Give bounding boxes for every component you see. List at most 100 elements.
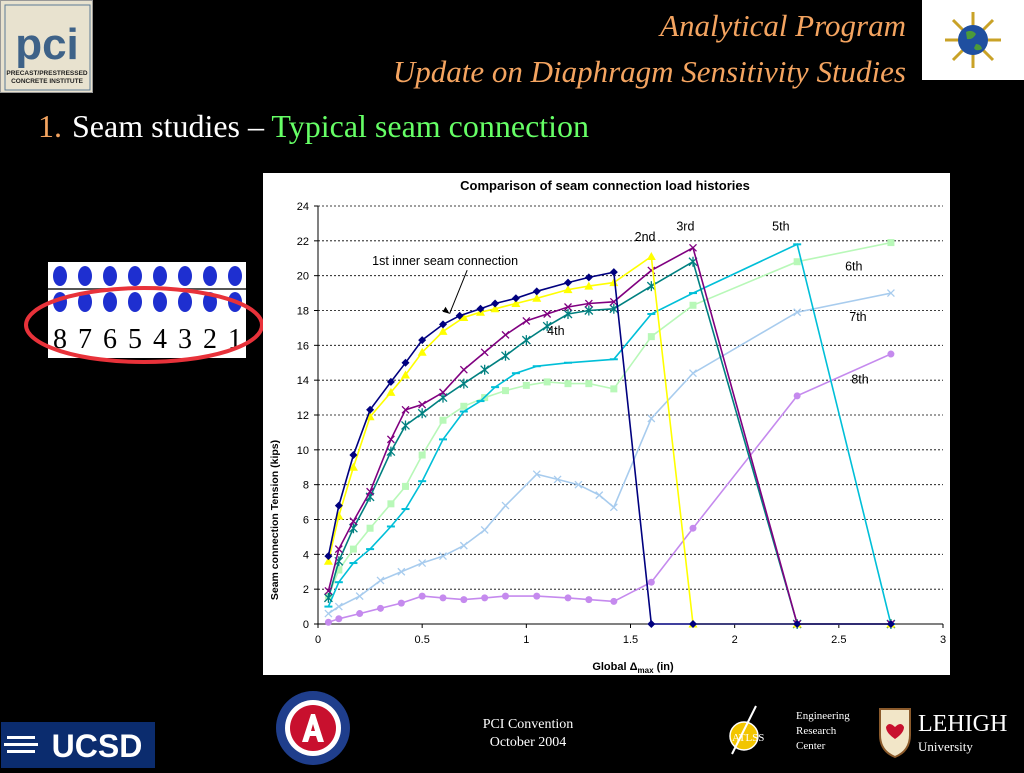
data-point xyxy=(609,278,619,287)
data-point xyxy=(584,299,593,308)
data-point xyxy=(439,320,447,329)
bolt-dot xyxy=(228,266,242,286)
erc-line-3: Center xyxy=(796,740,826,752)
data-point xyxy=(417,408,427,419)
annotation-label: 5th xyxy=(772,219,789,233)
data-point xyxy=(401,420,410,431)
seam-number-label: 6 xyxy=(103,324,117,355)
data-point xyxy=(386,435,395,444)
line-chart: Comparison of seam connection load histo… xyxy=(269,178,946,675)
arrowhead-icon xyxy=(442,306,450,314)
data-point xyxy=(459,541,468,550)
bolt-dot xyxy=(178,292,192,312)
data-point xyxy=(386,387,396,396)
data-point xyxy=(418,451,426,459)
ucsd-logo: UCSD xyxy=(1,722,155,768)
data-point xyxy=(610,385,618,393)
y-tick-label: 20 xyxy=(297,271,309,283)
data-point xyxy=(480,348,489,357)
bolt-dot xyxy=(53,266,67,286)
data-point xyxy=(584,305,594,316)
data-point xyxy=(609,268,618,277)
data-point xyxy=(349,545,357,553)
data-point xyxy=(439,388,447,397)
data-point xyxy=(585,380,593,388)
data-point xyxy=(324,609,333,618)
data-point xyxy=(532,470,541,479)
data-point xyxy=(542,321,552,332)
y-tick-label: 2 xyxy=(303,584,309,596)
title-line-1: Analytical Program xyxy=(660,8,906,43)
bolt-dot xyxy=(153,266,167,286)
section-heading: 1. Seam studies – Typical seam connection xyxy=(38,108,589,145)
ucsd-logo-text: UCSD xyxy=(52,728,143,764)
data-point xyxy=(502,592,509,600)
bolt-dot xyxy=(53,292,67,312)
lehigh-logo: LEHIGH University xyxy=(876,705,1022,760)
seam-number-label: 8 xyxy=(53,324,67,355)
seam-number-label: 4 xyxy=(153,324,167,355)
data-point xyxy=(335,615,343,623)
data-point xyxy=(417,347,427,356)
pci-logo-line1: PRECAST/PRESTRESSED xyxy=(6,70,88,77)
data-point xyxy=(401,405,410,414)
data-point xyxy=(793,620,802,628)
data-point xyxy=(323,592,333,603)
data-point xyxy=(532,293,542,302)
title-line-2: Update on Diaphragm Sensitivity Studies xyxy=(392,54,906,89)
data-point xyxy=(595,491,604,500)
data-point xyxy=(324,586,333,595)
data-point xyxy=(793,258,801,266)
data-point xyxy=(574,480,583,489)
annotation-label: 7th xyxy=(849,310,866,324)
data-point xyxy=(366,524,374,532)
data-point xyxy=(689,243,697,252)
data-point xyxy=(886,289,895,298)
series-6th xyxy=(324,239,895,600)
data-point xyxy=(689,301,697,309)
arizona-engineering-seal xyxy=(273,688,353,768)
series-line xyxy=(327,292,892,615)
y-tick-label: 0 xyxy=(303,619,309,631)
lehigh-logo-sub: University xyxy=(918,739,973,754)
data-point xyxy=(521,335,531,346)
y-tick-label: 18 xyxy=(297,306,309,318)
data-point xyxy=(455,311,464,320)
data-point xyxy=(511,294,520,303)
bolt-dot xyxy=(78,292,92,312)
x-tick-label: 2 xyxy=(732,634,738,646)
data-point xyxy=(418,400,427,409)
arizona-a-icon xyxy=(302,714,324,742)
series-line xyxy=(327,241,892,597)
annotation-label: 2nd xyxy=(635,230,656,244)
lehigh-logo-text: LEHIGH xyxy=(918,711,1007,737)
annotation-label: 6th xyxy=(845,259,862,273)
data-point xyxy=(402,482,409,490)
pci-logo-text: pci xyxy=(15,20,79,69)
data-point xyxy=(439,594,447,602)
bolt-dot xyxy=(103,266,117,286)
erc-line-2: Research xyxy=(796,725,837,737)
y-tick-label: 12 xyxy=(297,410,309,422)
data-point xyxy=(501,330,510,339)
data-point xyxy=(401,370,410,379)
series-line xyxy=(327,255,891,625)
x-tick-label: 1 xyxy=(523,634,529,646)
data-point xyxy=(543,310,552,318)
y-tick-label: 8 xyxy=(303,480,309,492)
data-point xyxy=(533,592,541,600)
annotation-label: 4th xyxy=(547,324,564,338)
erc-line-1: Engineering xyxy=(796,710,850,722)
data-point xyxy=(585,596,593,604)
x-tick-label: 1.5 xyxy=(623,634,638,646)
footer-line-2: October 2004 xyxy=(489,735,567,750)
series-5th xyxy=(324,243,895,625)
data-point xyxy=(349,517,358,526)
data-point xyxy=(887,239,895,247)
series-line xyxy=(327,260,891,625)
data-point xyxy=(356,610,364,618)
y-axis-label: Seam connection Tension (kips) xyxy=(269,440,281,600)
data-point xyxy=(387,500,395,508)
data-point xyxy=(349,451,358,460)
